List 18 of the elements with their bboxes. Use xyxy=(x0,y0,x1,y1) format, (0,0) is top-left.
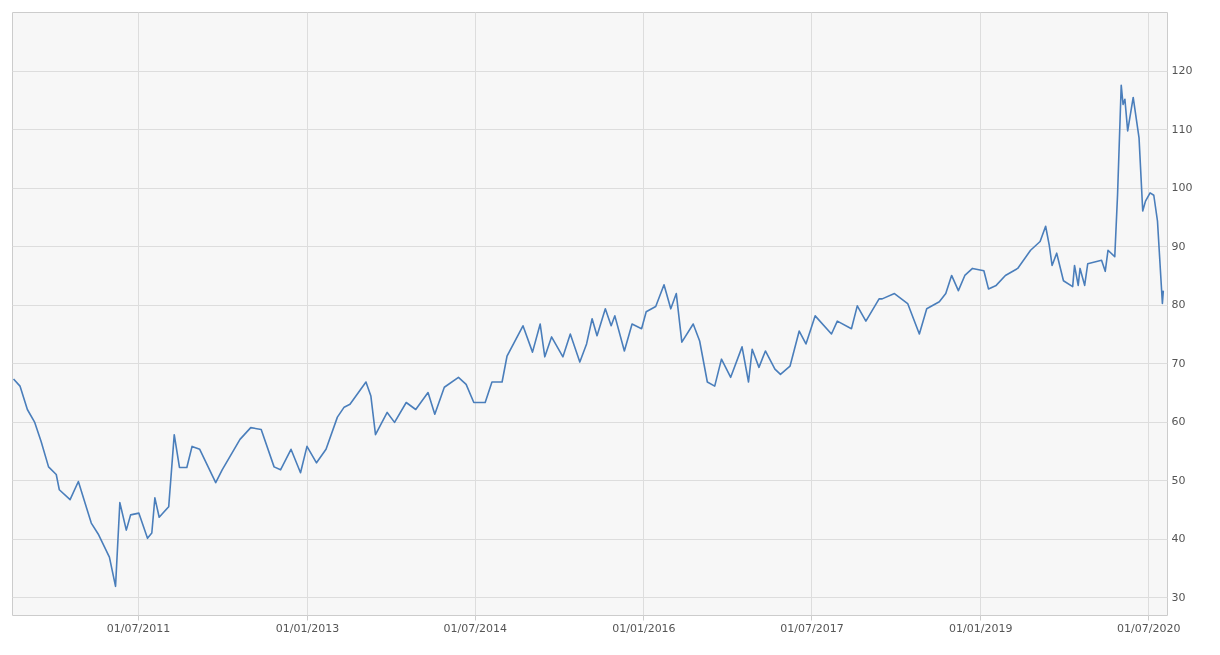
y-tick-label: 100 xyxy=(1171,181,1193,195)
y-tick-label: 110 xyxy=(1171,122,1193,136)
y-tick-label: 50 xyxy=(1171,473,1186,487)
y-tick-label: 90 xyxy=(1171,239,1186,253)
x-tick-label: 01/01/2016 xyxy=(612,621,676,635)
x-tick-label: 01/07/2011 xyxy=(106,621,171,635)
x-tick-label: 01/07/2014 xyxy=(443,621,507,635)
x-tick-label: 01/01/2013 xyxy=(275,621,340,635)
y-tick-label: 60 xyxy=(1171,415,1186,429)
y-tick-label: 40 xyxy=(1171,532,1186,546)
y-tick-label: 120 xyxy=(1171,64,1193,78)
x-tick-label: 01/07/2017 xyxy=(780,621,844,635)
x-tick-label: 01/07/2020 xyxy=(1117,621,1181,635)
y-tick-label: 80 xyxy=(1171,298,1186,312)
line-series xyxy=(12,84,1165,588)
y-tick-label: 70 xyxy=(1171,356,1186,370)
y-tick-label: 30 xyxy=(1171,590,1186,604)
x-tick-label: 01/01/2019 xyxy=(948,621,1013,635)
